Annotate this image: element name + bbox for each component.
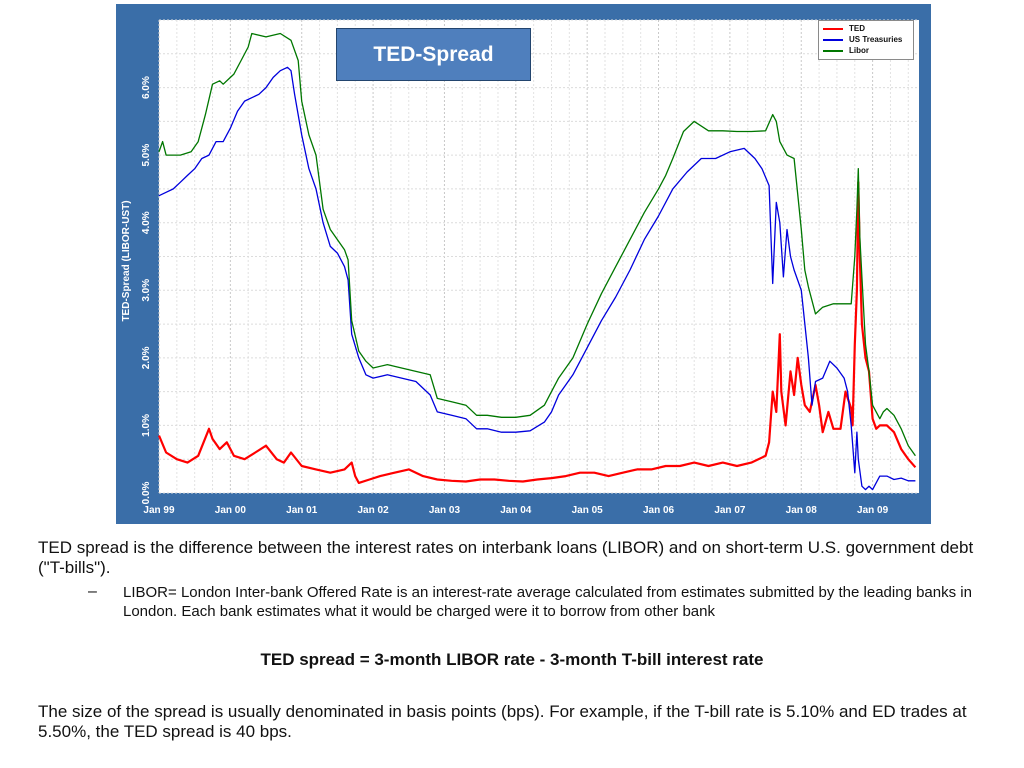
y-tick-label: 4.0% [141,211,152,234]
series-line-libor [158,32,916,457]
x-tick-label: Jan 04 [500,505,532,516]
y-tick-label: 0.0% [141,481,152,504]
y-tick-label: 3.0% [141,279,152,302]
x-tick-label: Jan 05 [572,505,604,516]
x-axis-ticks: Jan 99 Jan 00 Jan 01 Jan 02 Jan 03 Jan 04 Jan … [143,505,888,516]
x-tick-label: Jan 06 [643,505,675,516]
series-line-ted [157,181,917,484]
chart-frame: Jan 99 Jan 00 Jan 01 Jan 02 Jan 03 Jan 04 Jan … [116,4,931,524]
legend-label: TED [849,24,865,33]
bullet-dash: – [88,583,97,600]
legend-item: TED [823,23,913,34]
legend-label: Libor [849,46,869,55]
libor-definition-paragraph: LIBOR= London Inter-bank Offered Rate is… [123,584,972,620]
series-lines [157,32,917,491]
y-axis-ticks: 0.0% 1.0% 2.0% 3.0% 4.0% 5.0% 6.0% [141,76,152,504]
ted-formula: TED spread = 3-month LIBOR rate - 3-mont… [260,650,764,669]
x-tick-label: Jan 01 [286,505,318,516]
x-tick-label: Jan 09 [857,505,889,516]
ted-definition-paragraph: TED spread is the difference between the… [38,538,974,577]
basis-points-paragraph: The size of the spread is usually denomi… [38,702,967,741]
x-tick-label: Jan 99 [143,505,175,516]
chart-title: TED-Spread [336,28,531,81]
ted-spread-chart: Jan 99 Jan 00 Jan 01 Jan 02 Jan 03 Jan 04 Jan … [121,19,919,516]
x-tick-label: Jan 03 [429,505,461,516]
legend-item: Libor [823,45,913,56]
x-tick-label: Jan 02 [358,505,390,516]
y-tick-label: 1.0% [141,414,152,437]
y-tick-label: 6.0% [141,76,152,99]
y-tick-label: 5.0% [141,144,152,167]
legend-swatch [823,27,843,30]
grid [158,19,919,494]
x-tick-label: Jan 07 [714,505,746,516]
series-line-us-treasuries [158,66,916,491]
legend-swatch [823,38,843,41]
legend-item: US Treasuries [823,34,913,45]
legend-label: US Treasuries [849,35,903,44]
x-tick-label: Jan 00 [215,505,247,516]
x-tick-label: Jan 08 [786,505,818,516]
y-tick-label: 2.0% [141,346,152,369]
chart-legend: TED US Treasuries Libor [818,20,914,60]
legend-swatch [823,49,843,52]
y-axis-label: TED-Spread (LIBOR-UST) [121,200,132,321]
